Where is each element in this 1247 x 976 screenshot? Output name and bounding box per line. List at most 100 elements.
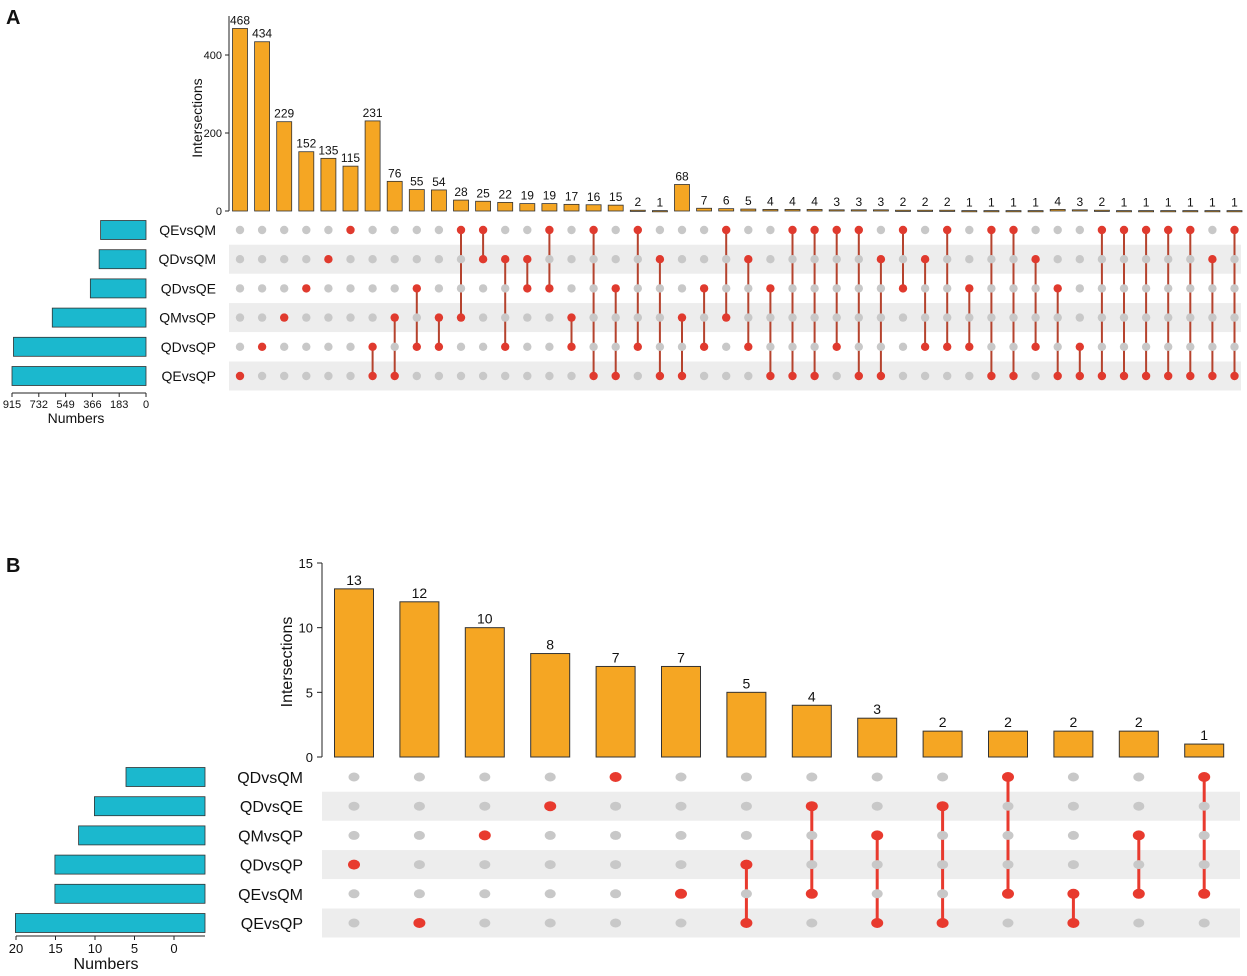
panel-b-dot-3-5 (544, 918, 556, 928)
panel-a-dot-28-0 (854, 225, 863, 235)
panel-b-dot-8-2 (871, 830, 884, 841)
panel-a-bar-value-9: 54 (432, 175, 446, 189)
panel-a-dot-16-2 (589, 284, 598, 293)
panel-b-set-labels: QDvsQM QDvsQE QMvsQP QDvsQP QEvsQM QEvsQP (237, 770, 303, 933)
panel-a-dot-25-1 (788, 255, 797, 264)
panel-a-dot-18-1 (633, 255, 642, 264)
panel-a-dot-26-5 (810, 371, 819, 381)
panel-b-dot-4-2 (610, 830, 622, 840)
panel-a-dot-25-3 (788, 313, 797, 322)
panel-a-dot-25-5 (788, 371, 797, 381)
panel-b-dot-10-0 (1002, 772, 1014, 782)
panel-b-dot-0-1 (348, 801, 360, 811)
panel-b-dot-11-2 (1067, 830, 1079, 840)
panel-a-dot-40-3 (1119, 313, 1129, 322)
panel-a-dot-25-2 (788, 284, 797, 293)
panel-b-dot-8-1 (871, 801, 883, 811)
panel-a-dot-39-2 (1097, 284, 1107, 293)
panel-a-bar-2 (276, 121, 293, 212)
panel-b-dot-0-2 (348, 830, 360, 840)
panel-a-bar-value-0: 468 (230, 13, 250, 27)
panel-a-bar-23 (740, 208, 757, 212)
panel-a-dot-33-5 (965, 371, 974, 381)
panel-a-set-size-axis: 915 732 549 366 183 0 (3, 392, 149, 411)
panel-a-dot-41-1 (1141, 255, 1151, 264)
panel-b-set-tick-label-1: 15 (48, 941, 62, 956)
panel-a-dot-2-3 (280, 313, 289, 322)
panel-a-dot-29-2 (876, 284, 886, 293)
panel-a-dot-14-4 (545, 342, 554, 351)
panel-a-bar-value-2: 229 (274, 107, 294, 121)
panel-b-dot-1-5 (413, 918, 426, 928)
panel-a-bar-value-4: 135 (318, 143, 338, 157)
panel-b-set-bar-4 (54, 883, 206, 904)
panel-a-dot-24-1 (766, 255, 775, 264)
panel-a-dot-27-2 (832, 284, 841, 293)
panel-b-set-bar-5 (14, 913, 206, 933)
panel-a-dot-17-2 (611, 284, 620, 293)
panel-b-intersection-bars: 13 12 10 8 7 7 5 4 3 2 2 2 2 1 (334, 572, 1225, 758)
panel-a-bar-20 (674, 184, 690, 212)
panel-a-matrix-dots (235, 225, 1239, 381)
panel-a-set-bar-3 (51, 307, 147, 328)
panel-a-dot-2-0 (280, 225, 289, 235)
panel-a-set-tick-label-4: 183 (110, 399, 128, 411)
panel-a-bar-value-12: 22 (499, 187, 513, 201)
panel-a-dot-27-5 (832, 371, 841, 381)
panel-a-y-tick-label-2: 400 (204, 50, 222, 62)
panel-a-bar-value-35: 1 (1010, 196, 1017, 210)
panel-a-dot-4-0 (324, 225, 333, 235)
panel-b-dot-11-1 (1067, 801, 1079, 811)
panel-a-set-tick-label-3: 366 (83, 399, 101, 411)
panel-a-set-bar-2 (89, 278, 147, 299)
panel-a-dot-14-1 (545, 255, 554, 264)
panel-b-ylabel: Intersections (279, 617, 296, 708)
panel-a-bar-value-6: 231 (363, 106, 383, 120)
panel-a-dot-2-5 (280, 371, 289, 381)
panel-b-dot-13-0 (1198, 772, 1211, 782)
panel-a-set-label-0: QEvsQM (159, 222, 216, 238)
panel-a-dot-4-4 (324, 342, 333, 351)
panel-a-dot-12-0 (501, 225, 510, 235)
panel-b-dot-12-5 (1133, 918, 1145, 928)
panel-b-bar-12 (1118, 730, 1159, 758)
panel-a-dot-16-5 (589, 371, 598, 381)
panel-a-dot-39-1 (1097, 255, 1107, 264)
panel-a-dot-8-5 (412, 371, 421, 381)
panel-a-dot-13-0 (523, 225, 532, 235)
panel-a-bar-1 (254, 41, 271, 212)
panel-b-bar-1 (399, 601, 440, 758)
panel-a-dot-7-3 (390, 313, 399, 322)
panel-a-bar-value-8: 55 (410, 175, 424, 189)
panel-a-dot-33-4 (965, 342, 974, 351)
panel-a-dot-24-4 (766, 342, 775, 351)
panel-a-dot-21-5 (699, 371, 709, 381)
panel-a-bar-29 (873, 209, 889, 212)
panel-b-dot-12-0 (1133, 772, 1145, 782)
panel-a-dot-33-2 (965, 284, 974, 293)
panel-a-dot-31-4 (920, 342, 930, 351)
panel-a-dot-37-5 (1053, 371, 1062, 381)
panel-a-dot-6-4 (368, 342, 377, 351)
panel-a-dot-5-5 (346, 371, 355, 381)
panel-a-bar-40 (1116, 210, 1132, 213)
panel-a-bar-value-15: 17 (565, 189, 579, 203)
panel-a-bar-12 (497, 202, 514, 212)
panel-a-bar-value-27: 3 (833, 195, 840, 209)
panel-b-dot-2-2 (478, 830, 491, 841)
panel-b-dot-5-2 (675, 830, 687, 840)
panel-b-bar-value-7: 4 (808, 688, 816, 704)
panel-a-bar-3 (298, 151, 315, 212)
panel-a-dot-0-5 (235, 371, 245, 381)
panel-a-dot-22-0 (722, 225, 731, 235)
panel-a-bar-33 (961, 210, 978, 213)
panel-b-y-axis: 0 5 10 15 (299, 556, 323, 765)
panel-a-dot-36-2 (1031, 284, 1040, 293)
panel-a-bar-value-26: 4 (811, 194, 818, 208)
panel-a-bar-37 (1049, 209, 1066, 212)
panel-a-dot-8-0 (412, 225, 421, 235)
panel-b-dot-5-1 (675, 801, 687, 811)
panel-a-bar-11 (475, 200, 492, 212)
panel-a-dot-3-3 (302, 313, 311, 322)
panel-a-dot-37-2 (1053, 284, 1062, 293)
